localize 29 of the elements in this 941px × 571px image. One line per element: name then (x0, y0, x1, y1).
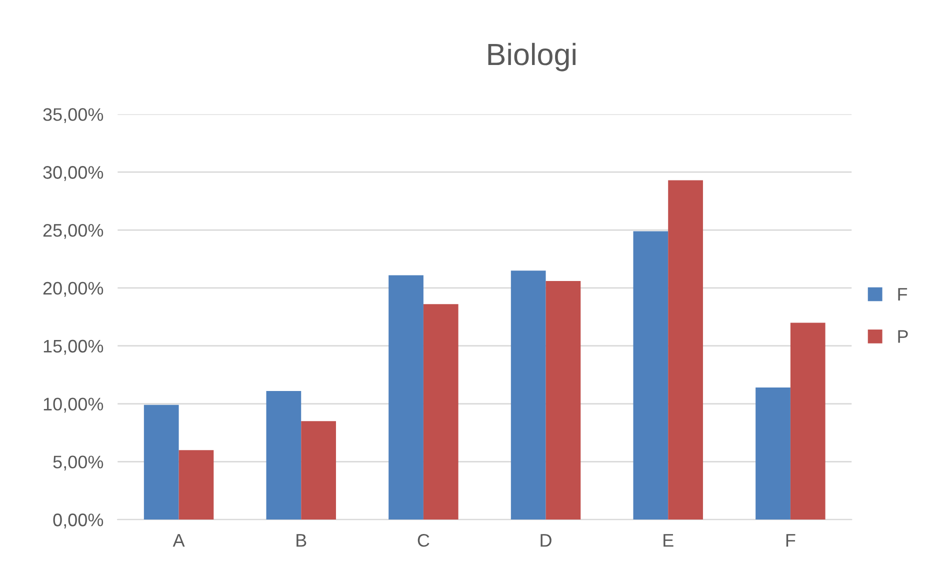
y-tick-label: 35,00% (43, 108, 104, 124)
bar (178, 450, 214, 520)
bar (144, 404, 179, 520)
bar (510, 270, 546, 520)
y-tick-label: 5,00% (53, 456, 104, 471)
bar (668, 180, 703, 520)
x-tick-label: B (296, 534, 306, 547)
x-tick-label: E (664, 534, 674, 547)
chart-title: Biologi (488, 42, 576, 72)
y-tick-label: 10,00% (44, 398, 104, 413)
y-tick-label: 30,00% (43, 166, 104, 181)
y-tick-label: 25,00% (43, 224, 104, 239)
bar (423, 304, 458, 520)
y-tick-label: 20,00% (43, 282, 104, 297)
x-tick-label: C (418, 534, 430, 547)
bar (388, 275, 424, 520)
legend-label: P (898, 330, 908, 343)
x-tick-label: A (172, 534, 185, 547)
bar (633, 231, 668, 520)
bar (546, 280, 581, 520)
y-tick-label: 0,00% (53, 514, 104, 528)
x-tick-label: F (786, 534, 796, 547)
y-tick-label: 15,00% (44, 340, 104, 355)
bar (790, 322, 826, 520)
bar (301, 421, 336, 520)
legend-label: F (898, 288, 908, 301)
bar (266, 391, 302, 520)
bar (756, 388, 790, 520)
x-tick-label: D (540, 534, 552, 547)
